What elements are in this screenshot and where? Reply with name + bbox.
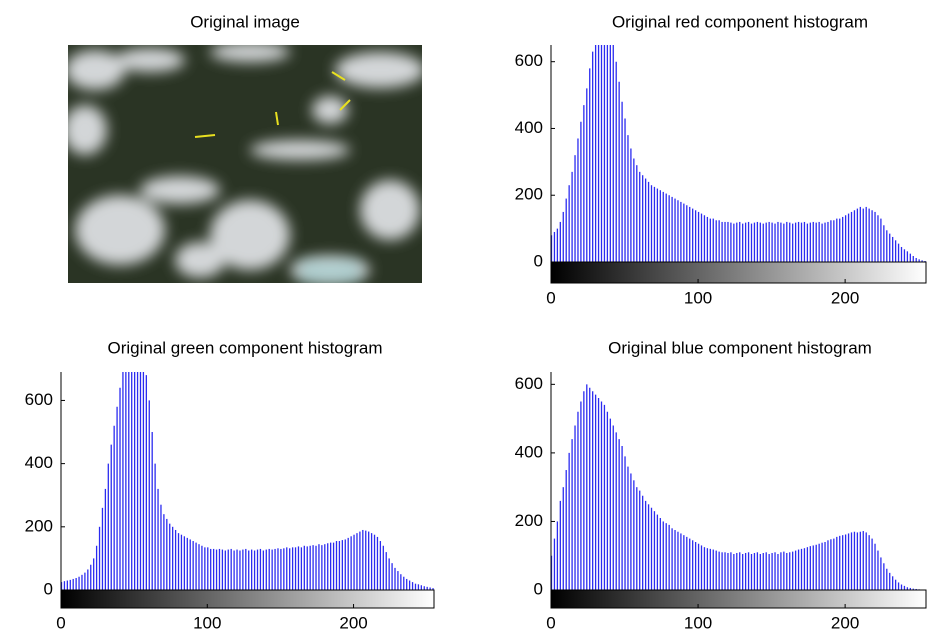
colorbar [550, 261, 927, 284]
x-tick-label: 0 [56, 613, 65, 632]
y-tick-label: 600 [25, 390, 53, 409]
y-tick-label: 400 [25, 453, 53, 472]
y-tick-label: 600 [515, 51, 543, 70]
x-tick-label: 100 [684, 613, 712, 632]
x-tick-label: 200 [339, 613, 367, 632]
bars [551, 45, 926, 262]
y-tick-label: 400 [515, 442, 543, 461]
chart-title: Original red component histogram [612, 12, 868, 31]
bars [551, 384, 926, 590]
x-tick-label: 200 [831, 288, 859, 307]
x-tick-label: 200 [831, 613, 859, 632]
y-tick-label: 200 [515, 185, 543, 204]
x-tick-label: 0 [546, 613, 555, 632]
colorbar [60, 589, 435, 609]
chart-title: Original image [190, 12, 300, 31]
y-tick-label: 0 [44, 579, 53, 598]
chart-title: Original blue component histogram [608, 338, 872, 357]
x-tick-label: 100 [193, 613, 221, 632]
y-tick-label: 200 [515, 511, 543, 530]
y-tick-label: 400 [515, 118, 543, 137]
bars [61, 372, 434, 590]
satellite-image [68, 45, 422, 283]
y-tick-label: 600 [515, 374, 543, 393]
x-tick-label: 0 [546, 288, 555, 307]
y-tick-label: 0 [534, 251, 543, 270]
colorbar [550, 589, 927, 609]
y-tick-label: 0 [534, 579, 543, 598]
x-tick-label: 100 [684, 288, 712, 307]
chart-title: Original green component histogram [108, 338, 383, 357]
y-tick-label: 200 [25, 516, 53, 535]
